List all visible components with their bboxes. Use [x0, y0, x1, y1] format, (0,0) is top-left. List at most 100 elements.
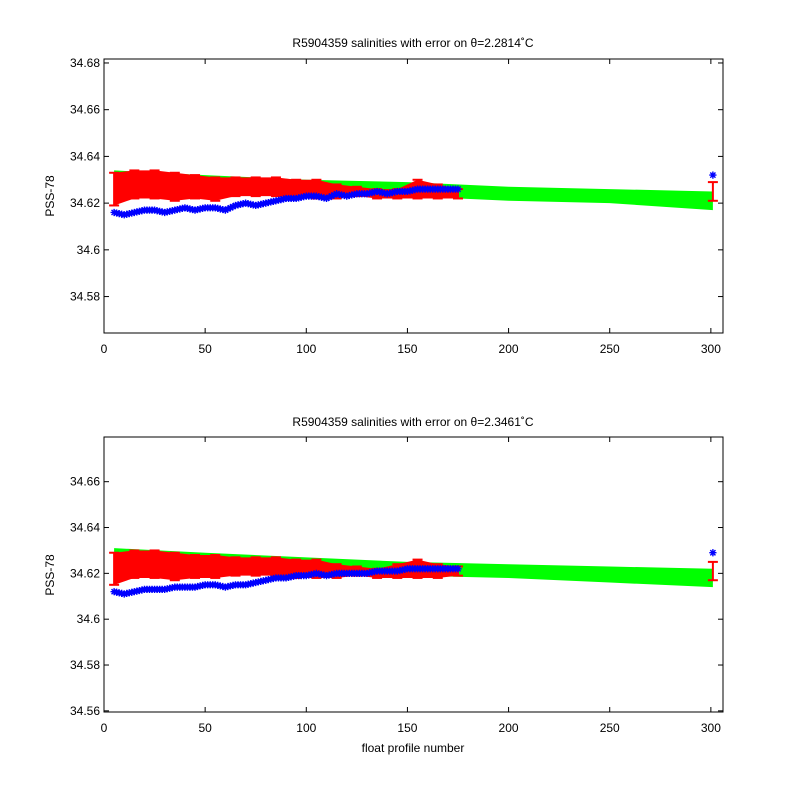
salinity-plot-top: R5904359 salinities with error on θ=2.28…: [43, 36, 724, 356]
raw-point: [168, 207, 176, 215]
raw-point: [310, 192, 318, 200]
plot-title: R5904359 salinities with error on θ=2.34…: [292, 415, 533, 429]
raw-point: [229, 203, 237, 211]
raw-point: [411, 186, 419, 194]
y-tick-label: 34.64: [70, 521, 100, 535]
raw-point: [158, 208, 166, 216]
raw-point: [158, 585, 166, 593]
raw-point: [370, 188, 379, 196]
raw-point: [370, 568, 379, 576]
axis-ticks: 0 50 100 150 200 250 300 34.56 34.58 34.6 34.62 34.…: [70, 437, 723, 735]
x-tick-label: 250: [600, 721, 620, 735]
raw-point: [209, 204, 217, 212]
raw-point: [128, 209, 136, 217]
y-axis-label: PSS-78: [43, 175, 57, 217]
y-tick-label: 34.66: [70, 103, 100, 117]
y-tick-label: 34.68: [70, 56, 100, 70]
raw-point: [360, 569, 369, 577]
y-tick-label: 34.62: [70, 566, 100, 580]
raw-point: [226, 204, 235, 212]
salinity-plot-bottom: R5904359 salinities with error on θ=2.34…: [43, 415, 724, 755]
x-tick-label: 150: [397, 721, 417, 735]
raw-point: [381, 189, 389, 197]
x-tick-label: 0: [101, 342, 108, 356]
y-tick-label: 34.58: [70, 290, 100, 304]
raw-point: [320, 194, 328, 202]
raw-point: [391, 188, 399, 196]
calibrated-errorbar: [707, 560, 718, 582]
y-tick-label: 34.6: [77, 612, 101, 626]
raw-point: [411, 565, 419, 573]
raw-point: [219, 582, 227, 591]
raw-point: [178, 204, 186, 212]
plot-area: [103, 58, 724, 334]
x-tick-label: 150: [397, 342, 417, 356]
raw-point: [269, 574, 278, 583]
raw-point: [128, 588, 136, 596]
raw-point: [290, 572, 298, 580]
raw-point: [199, 204, 207, 212]
raw-point: [381, 567, 389, 575]
raw-point: [178, 583, 186, 591]
calibrated-errorbar: [707, 181, 718, 202]
y-tick-label: 34.64: [70, 149, 100, 163]
plot-title: R5904359 salinities with error on θ=2.28…: [292, 36, 533, 50]
x-tick-label: 300: [701, 342, 721, 356]
raw-point: [401, 187, 409, 196]
raw-point: [249, 201, 257, 209]
calibrated-band: [114, 170, 459, 206]
x-tick-label: 250: [600, 342, 620, 356]
x-tick-label: 50: [198, 342, 212, 356]
raw-point: [310, 570, 318, 578]
plot-area: [103, 436, 724, 713]
x-axis-label: float profile number: [362, 741, 465, 755]
raw-point: [431, 565, 439, 573]
raw-point: [118, 210, 126, 218]
raw-point: [300, 572, 308, 580]
y-tick-label: 34.66: [70, 475, 100, 489]
raw-point: [269, 197, 278, 205]
raw-point: [279, 195, 288, 203]
raw-point: [219, 205, 227, 214]
raw-point: [441, 185, 449, 193]
raw-point: [138, 586, 146, 594]
raw-point: [259, 200, 267, 208]
raw-point: [199, 581, 207, 589]
plot-marks: [109, 548, 718, 598]
raw-point: [360, 190, 369, 198]
raw-point: [709, 171, 717, 179]
raw-point: [431, 185, 439, 193]
y-tick-label: 34.58: [70, 658, 100, 672]
x-tick-label: 300: [701, 721, 721, 735]
axis-ticks: 0 50 100 150 200 250 300 34.58 34.6 34.62 34.64 34.…: [70, 56, 723, 356]
raw-point: [224, 205, 232, 213]
y-tick-label: 34.62: [70, 196, 100, 210]
plot-marks: [109, 169, 718, 219]
raw-point: [320, 571, 328, 579]
raw-point: [168, 584, 176, 592]
raw-point: [118, 589, 126, 598]
raw-point: [138, 207, 146, 215]
raw-point: [350, 190, 358, 198]
raw-point: [421, 565, 429, 573]
y-tick-label: 34.56: [70, 704, 100, 718]
raw-point: [148, 206, 156, 214]
raw-point: [451, 185, 460, 193]
x-tick-label: 200: [499, 721, 519, 735]
x-tick-label: 200: [499, 342, 519, 356]
raw-point: [239, 200, 247, 208]
raw-point: [330, 191, 338, 199]
raw-point: [350, 569, 358, 577]
raw-point: [188, 205, 197, 214]
y-axis-label: PSS-78: [43, 554, 57, 596]
x-tick-label: 50: [198, 721, 212, 735]
raw-point: [451, 565, 460, 573]
x-tick-label: 100: [296, 342, 316, 356]
raw-point: [327, 192, 336, 200]
raw-point: [340, 191, 348, 200]
x-tick-label: 0: [101, 721, 108, 735]
raw-point: [709, 549, 717, 557]
raw-point: [209, 581, 217, 589]
x-tick-label: 100: [296, 721, 316, 735]
